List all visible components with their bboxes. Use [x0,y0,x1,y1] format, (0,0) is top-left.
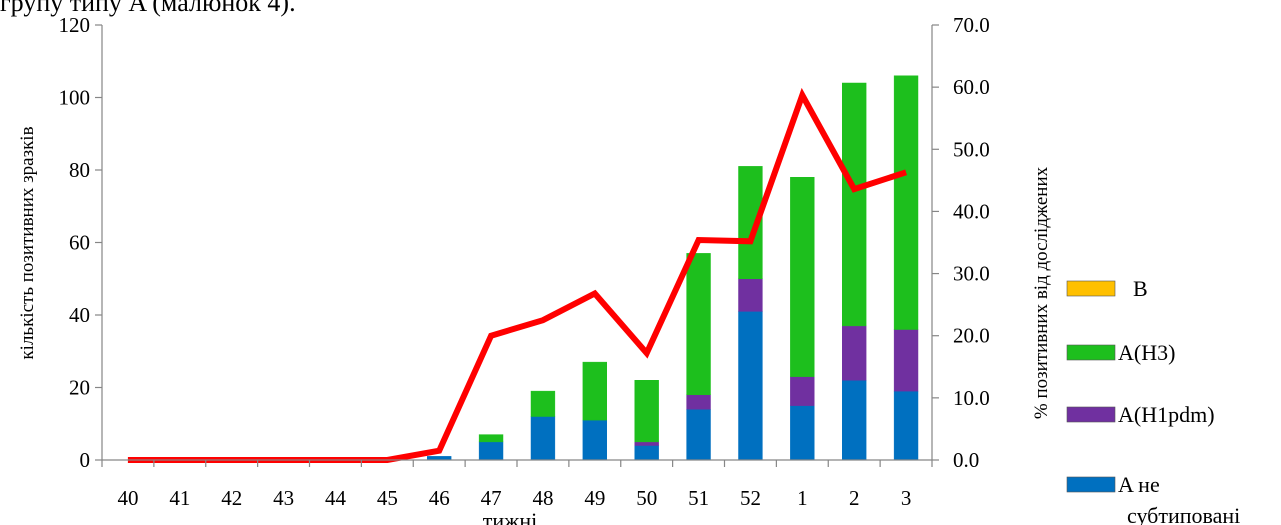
bar-1-13 [790,376,815,406]
y-tick-label-1: 20 [69,376,90,400]
y2-tick-label-3: 30.0 [953,262,990,286]
x-tick-label-10: 50 [636,486,657,510]
x-tick-label-8: 48 [532,486,553,510]
bar-2-11 [686,253,711,395]
y2-tick-label-1: 10.0 [953,386,990,410]
x-tick-label-12: 52 [740,486,761,510]
bar-0-7 [478,441,504,461]
bar-2-12 [738,166,763,279]
bar-1-11 [686,394,711,410]
x-axis-title: тижні [483,508,537,525]
bar-2-7 [478,434,504,443]
x-tick-label-5: 45 [377,486,398,510]
y-tick-label-4: 80 [69,158,90,182]
legend: B A(H3) A(H1pdm) A не субтиповані [1066,276,1240,525]
legend-label-0: B [1133,276,1148,301]
legend-label-3: A не [1118,472,1160,497]
x-tick-label-6: 46 [429,486,450,510]
bar-2-14 [842,82,867,327]
header-fragment: групу типу A (малюнок 4). [0,0,296,17]
y2-tick-label-7: 70.0 [953,13,990,37]
bar-0-13 [790,405,815,461]
line-layer [127,87,908,463]
y-tick-label-3: 60 [69,231,90,255]
legend-swatch-3 [1066,476,1116,493]
bar-1-10 [634,441,659,446]
x-tick-label-0: 40 [117,486,138,510]
y-tick-label-2: 40 [69,303,90,327]
bar-0-10 [634,445,659,461]
axes-layer: 0 20 40 60 80 100 120 0.0 10.0 20.0 30.0 40.0 50.0 60… [59,13,990,510]
bar-2-10 [634,380,659,443]
y-tick-label-5: 100 [59,86,91,110]
percent-line [127,87,908,463]
y-tick-label-0: 0 [80,448,91,472]
y2-tick-label-5: 50.0 [953,137,990,161]
x-tick-label-14: 2 [849,486,860,510]
x-tick-label-3: 43 [273,486,294,510]
bar-0-12 [738,311,763,461]
y2-tick-label-4: 40.0 [953,199,990,223]
y2-axis-title: % позитивних від досліджених [1031,166,1052,419]
legend-swatch-1 [1066,344,1116,361]
x-tick-label-7: 47 [481,486,502,510]
legend-label-1: A(H3) [1118,340,1175,365]
x-tick-label-9: 49 [584,486,605,510]
legend-swatch-2 [1066,406,1116,423]
x-tick-label-11: 51 [688,486,709,510]
bars-layer [427,75,919,461]
x-tick-label-13: 1 [797,486,808,510]
x-tick-label-4: 44 [325,486,347,510]
bar-0-11 [686,409,711,461]
bar-1-12 [738,278,763,312]
x-tick-label-1: 41 [169,486,190,510]
bar-2-15 [893,75,919,330]
bar-0-9 [582,419,607,461]
legend-label-2: A(H1pdm) [1118,402,1215,427]
bar-2-9 [582,361,607,421]
y2-tick-label-6: 60.0 [953,75,990,99]
y2-tick-label-2: 20.0 [953,324,990,348]
bar-0-8 [530,416,556,461]
legend-label-3-line2: субтиповані [1127,503,1240,525]
bar-1-14 [842,325,867,381]
bar-1-15 [893,329,919,392]
bar-2-8 [530,390,556,417]
bar-2-13 [790,177,815,377]
bar-0-15 [893,390,919,461]
x-tick-label-15: 3 [901,486,912,510]
y-axis-title: кількість позитивних зразків [17,126,38,359]
bar-0-14 [842,380,867,461]
x-tick-label-2: 42 [221,486,242,510]
y2-tick-label-0: 0.0 [953,448,979,472]
y-tick-label-6: 120 [59,13,91,37]
legend-swatch-0 [1066,280,1116,297]
